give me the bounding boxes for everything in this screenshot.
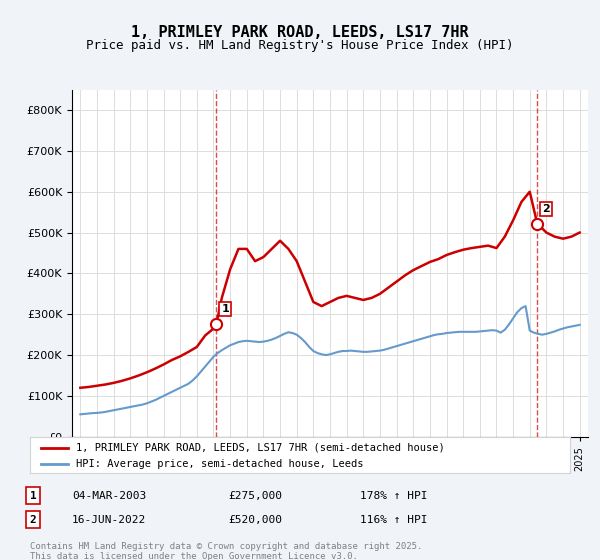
Text: HPI: Average price, semi-detached house, Leeds: HPI: Average price, semi-detached house,… <box>76 459 364 469</box>
Text: 1: 1 <box>29 491 37 501</box>
Text: 116% ↑ HPI: 116% ↑ HPI <box>360 515 427 525</box>
Text: Price paid vs. HM Land Registry's House Price Index (HPI): Price paid vs. HM Land Registry's House … <box>86 39 514 52</box>
Text: 16-JUN-2022: 16-JUN-2022 <box>72 515 146 525</box>
Text: 1, PRIMLEY PARK ROAD, LEEDS, LS17 7HR: 1, PRIMLEY PARK ROAD, LEEDS, LS17 7HR <box>131 25 469 40</box>
Text: 04-MAR-2003: 04-MAR-2003 <box>72 491 146 501</box>
Text: £275,000: £275,000 <box>228 491 282 501</box>
Text: 2: 2 <box>542 204 550 214</box>
Text: £520,000: £520,000 <box>228 515 282 525</box>
Text: 1, PRIMLEY PARK ROAD, LEEDS, LS17 7HR (semi-detached house): 1, PRIMLEY PARK ROAD, LEEDS, LS17 7HR (s… <box>76 443 445 452</box>
Text: Contains HM Land Registry data © Crown copyright and database right 2025.
This d: Contains HM Land Registry data © Crown c… <box>30 542 422 560</box>
Text: 1: 1 <box>221 304 229 314</box>
Text: 2: 2 <box>29 515 37 525</box>
Text: 178% ↑ HPI: 178% ↑ HPI <box>360 491 427 501</box>
